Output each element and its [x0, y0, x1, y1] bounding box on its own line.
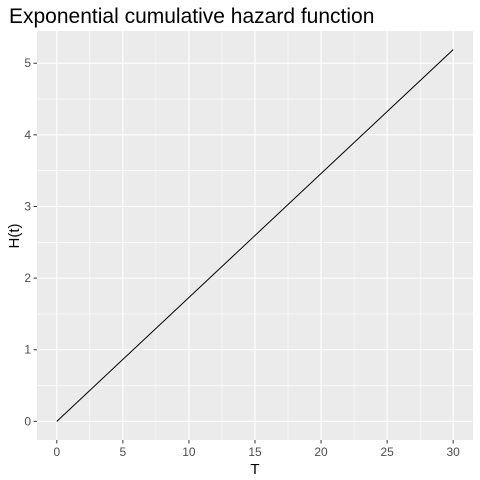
y-tick-label: 2: [24, 271, 31, 285]
y-tick-label: 0: [24, 414, 31, 428]
y-axis: 0 1 2 3 4 5: [24, 56, 37, 428]
y-tick-label: 3: [24, 199, 31, 213]
x-tick-label: 15: [248, 445, 262, 459]
series-line: [56, 49, 454, 422]
y-tick-label: 4: [24, 128, 31, 142]
series-layer: [56, 49, 454, 422]
y-axis-title: H(t): [6, 224, 23, 249]
x-axis-title: T: [250, 461, 259, 478]
x-axis: 0 5 10 15 20 25 30: [53, 440, 460, 459]
y-tick-label: 1: [24, 343, 31, 357]
x-tick-label: 0: [53, 445, 60, 459]
chart-title: Exponential cumulative hazard function: [9, 5, 374, 28]
x-tick-label: 30: [447, 445, 461, 459]
x-tick-label: 5: [120, 445, 127, 459]
x-tick-label: 10: [182, 445, 196, 459]
x-tick-label: 25: [380, 445, 394, 459]
y-tick-label: 5: [24, 56, 31, 70]
x-tick-label: 20: [314, 445, 328, 459]
